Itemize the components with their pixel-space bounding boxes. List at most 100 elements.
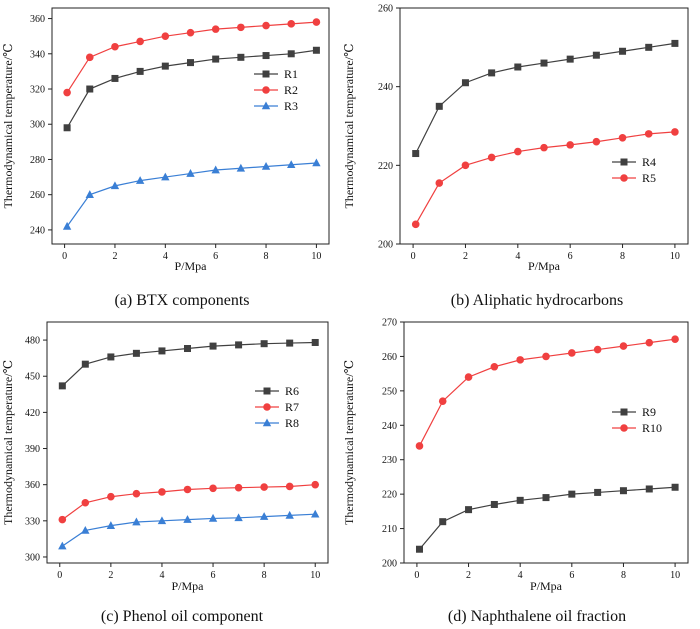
data-point-r4 (461, 79, 469, 87)
x-axis-label: P/Mpa (171, 579, 204, 593)
data-point-r6 (58, 382, 66, 390)
y-tick-label: 200 (382, 559, 397, 570)
x-tick-label: 0 (62, 251, 67, 262)
y-tick-label: 320 (30, 85, 45, 96)
data-point-r9 (645, 485, 653, 493)
data-point-r5 (592, 137, 601, 146)
plot-frame (403, 321, 689, 564)
x-tick-label: 0 (57, 570, 62, 581)
legend-marker-r1 (262, 70, 270, 78)
data-point-r1 (187, 59, 194, 67)
data-point-r6 (260, 340, 268, 348)
panel-a-btx: 0 2 4 6 8 10 240 260 280 300 320 340 360 P/Mpa Thermod… (1, 7, 330, 273)
y-tick-label: 260 (378, 4, 393, 15)
x-axis-label: P/Mpa (174, 259, 207, 273)
y-axis-label: Thermodynamical temperature/℃ (1, 43, 15, 208)
legend-label-r3: R3 (284, 99, 298, 113)
data-point-r1 (86, 85, 94, 93)
x-tick-label: 6 (569, 570, 574, 581)
data-point-r9 (490, 500, 498, 508)
data-point-r1 (63, 124, 71, 132)
data-point-r7 (260, 483, 268, 491)
data-point-r3 (85, 190, 94, 198)
data-point-r3 (312, 158, 321, 167)
caption-b: (b) Aliphatic hydrocarbons (451, 292, 623, 309)
data-point-r9 (465, 506, 473, 514)
data-point-r10 (415, 442, 424, 450)
data-point-r1 (111, 74, 119, 82)
legend-label-r9: R9 (642, 405, 656, 419)
data-point-r7 (285, 482, 294, 491)
y-tick-label: 360 (30, 14, 45, 25)
data-point-r10 (568, 349, 576, 357)
data-point-r10 (619, 342, 628, 350)
y-tick-label: 240 (378, 82, 393, 93)
y-tick-label: 240 (382, 421, 397, 432)
data-point-r8 (311, 509, 320, 518)
data-point-r8 (81, 525, 90, 534)
y-tick-label: 230 (382, 455, 397, 466)
data-point-r2 (287, 20, 296, 28)
x-tick-label: 10 (311, 251, 321, 262)
x-tick-label: 0 (411, 251, 416, 262)
data-point-r3 (287, 160, 296, 169)
legend-marker-r3 (261, 101, 271, 110)
data-point-r3 (62, 221, 72, 230)
x-tick-label: 10 (670, 251, 680, 262)
data-point-r6 (132, 349, 140, 357)
x-tick-label: 8 (620, 251, 625, 262)
data-point-r4 (540, 59, 548, 67)
caption-d: (d) Naphthalene oil fraction (448, 608, 626, 625)
y-tick-label: 200 (378, 240, 393, 251)
data-point-r8 (208, 513, 218, 522)
plot-frame (399, 7, 689, 245)
data-point-r1 (237, 53, 245, 61)
legend-marker-r10 (620, 424, 628, 432)
data-point-r4 (488, 69, 496, 77)
data-point-r3 (110, 181, 120, 190)
x-tick-label: 8 (621, 570, 626, 581)
data-point-r9 (594, 488, 602, 496)
data-point-r1 (287, 50, 295, 58)
legend-label-r10: R10 (642, 421, 662, 435)
x-tick-label: 8 (262, 570, 267, 581)
data-point-r2 (262, 21, 270, 30)
data-point-r7 (158, 488, 166, 496)
x-tick-label: 6 (213, 251, 218, 262)
data-point-r1 (212, 55, 220, 63)
data-point-r1 (136, 67, 144, 75)
data-point-r4 (619, 47, 627, 55)
y-tick-label: 240 (30, 225, 45, 236)
y-tick-label: 480 (25, 336, 40, 347)
y-tick-label: 250 (382, 386, 397, 397)
data-point-r10 (516, 356, 524, 364)
legend-marker-r7 (263, 403, 271, 411)
legend-marker-r5 (620, 174, 628, 182)
data-point-r6 (311, 338, 319, 346)
data-point-r2 (211, 25, 220, 33)
data-point-r10 (542, 352, 550, 361)
data-point-r7 (132, 489, 141, 498)
data-point-r8 (58, 541, 67, 550)
y-tick-label: 220 (378, 161, 393, 172)
data-point-r8 (157, 516, 167, 525)
y-tick-label: 260 (382, 352, 397, 363)
data-point-r3 (261, 162, 271, 170)
data-point-r9 (568, 490, 576, 498)
legend-label-r4: R4 (642, 155, 656, 169)
data-point-r4 (671, 39, 679, 47)
data-point-r4 (592, 51, 600, 59)
plot-frame (46, 321, 329, 564)
data-point-r10 (438, 397, 447, 405)
data-point-r2 (237, 23, 245, 32)
data-point-r8 (132, 517, 141, 526)
data-point-r3 (135, 176, 145, 184)
y-tick-label: 300 (25, 552, 40, 563)
data-point-r4 (645, 43, 653, 51)
legend-marker-r4 (620, 158, 628, 166)
panel-c-phenol: 0 2 4 6 8 10 300 330 360 390 420 450 480 P/Mpa Thermod… (1, 321, 329, 593)
x-tick-label: 8 (264, 251, 269, 262)
data-point-r8 (106, 521, 116, 529)
data-point-r4 (435, 102, 443, 110)
data-point-r7 (311, 480, 320, 489)
